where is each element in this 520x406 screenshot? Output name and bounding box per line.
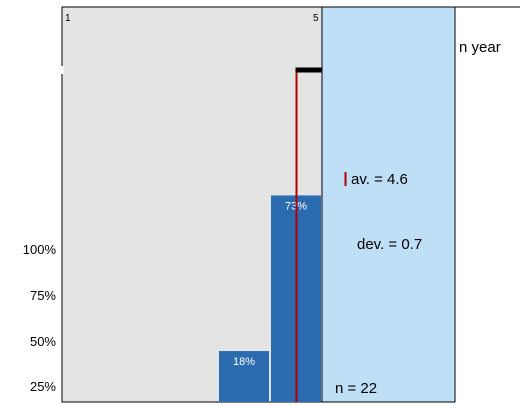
cut-off-label: n year	[459, 39, 501, 56]
count-label: n = 22	[335, 380, 377, 397]
y-tick-50pct: 50%	[30, 334, 56, 349]
axis-notch	[60, 66, 64, 74]
scale-max-label: 5	[313, 13, 319, 24]
deviation-label: dev. = 0.7	[357, 236, 422, 253]
stats-panel	[321, 6, 456, 403]
scale-min-label: 1	[65, 13, 71, 24]
y-tick-labels: 25% 50% 75% 100%	[23, 242, 57, 394]
bar-value-label-4: 18%	[233, 356, 255, 368]
mean-label: av. = 4.6	[351, 171, 408, 188]
y-tick-100pct: 100%	[23, 242, 57, 257]
bar-4	[219, 351, 269, 402]
y-tick-25pct: 25%	[30, 379, 56, 394]
y-tick-75pct: 75%	[30, 288, 56, 303]
